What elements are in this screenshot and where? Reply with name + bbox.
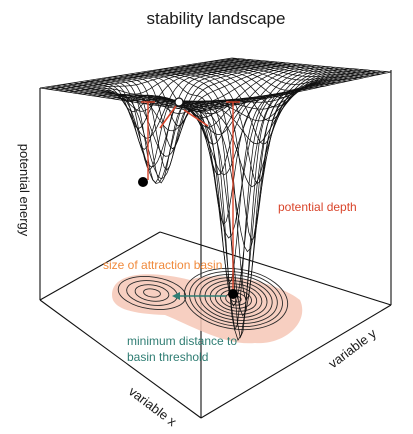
mesh-gridline-u: [139, 66, 331, 341]
mesh-gridline-u: [196, 71, 387, 112]
mesh-gridline-u: [172, 69, 363, 109]
minimum-distance-arrowhead: [172, 292, 180, 300]
saddle-arrow-left: [159, 105, 177, 129]
left-basin-contour-ring: [117, 276, 187, 310]
box-back-floor-edge-2: [159, 231, 392, 306]
mesh-gridline-v: [209, 61, 369, 78]
left-basin-contours: [117, 276, 187, 310]
z-axis-label: potential energy: [17, 144, 32, 237]
mesh-gridline-v: [135, 72, 297, 332]
mesh-gridline-v: [198, 62, 358, 81]
y-axis-label: variable y: [326, 325, 380, 371]
mesh-gridline-u: [163, 68, 354, 122]
x-axis-label: variable x: [126, 384, 180, 430]
box-back-floor-edge: [39, 231, 161, 301]
left-basin-contour-ring: [143, 288, 161, 298]
box-right-floor-edge: [200, 304, 392, 419]
mesh-gridline-v: [203, 62, 364, 79]
mesh-gridline-u: [167, 68, 359, 110]
mesh-gridline-v: [215, 60, 375, 76]
right-basin-contour-ring: [189, 271, 283, 327]
mesh-gridline-u: [153, 67, 345, 188]
mesh-gridline-u: [148, 67, 340, 253]
attraction-basin-label: size of attraction basin: [103, 258, 222, 272]
left-well-ball: [138, 177, 148, 187]
mesh-gridline-v: [220, 59, 380, 75]
figure-title: stability landscape: [147, 9, 286, 28]
plot-box: [39, 70, 392, 419]
right-basin-contour-ring: [194, 274, 278, 324]
left-basin-contour-ring: [134, 284, 170, 302]
box-front-floor-edge: [39, 299, 202, 419]
mesh-gridline-u: [191, 70, 382, 111]
basin-contours: [112, 267, 303, 344]
mesh-gridline-v: [119, 75, 280, 176]
mesh-gridline-u: [182, 70, 373, 110]
right-basin-contour-ring: [183, 267, 289, 331]
mesh-gridline-u: [125, 65, 317, 176]
right-well-ball: [228, 289, 238, 299]
mesh-gridline-v: [231, 57, 392, 73]
saddle-point: [174, 97, 184, 107]
landscape-markers: [138, 97, 240, 300]
saddle-arrow-right: [183, 109, 209, 127]
right-basin-contour-ring: [204, 280, 268, 318]
mesh-gridline-v: [192, 63, 352, 85]
mesh-gridline-u: [158, 68, 349, 145]
minimum-distance-label-line2: basin threshold: [127, 350, 208, 364]
mesh-gridline-u: [129, 65, 321, 239]
potential-depth-label: potential depth: [278, 200, 357, 214]
mesh-gridline-v: [226, 58, 386, 74]
minimum-distance-label-line1: minimum distance to: [127, 334, 237, 348]
